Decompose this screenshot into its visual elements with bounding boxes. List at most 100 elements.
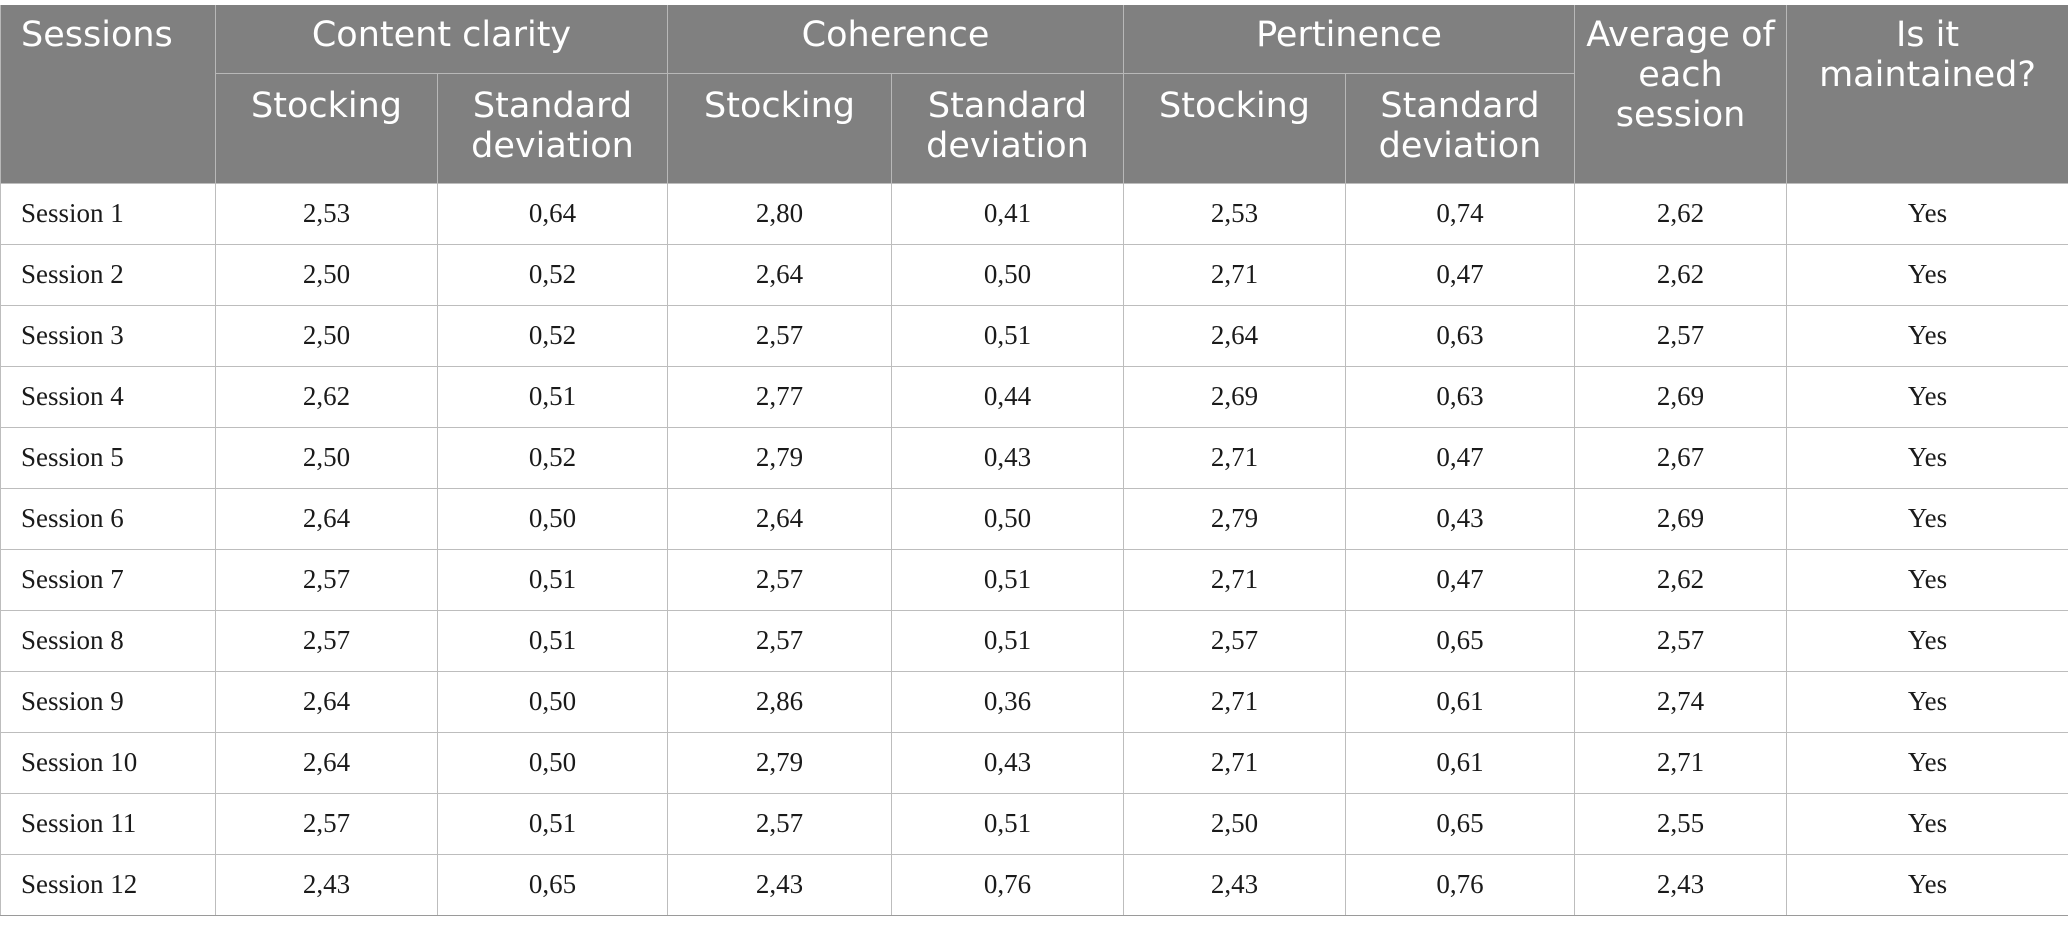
session-name: Session 11	[0, 792, 216, 855]
pertinence-stocking: 2,71	[1123, 670, 1347, 733]
header-pertinence: Pertinence	[1123, 5, 1576, 73]
header-row-top: Sessions Content clarity Coherence Perti…	[0, 5, 2068, 183]
session-name: Session 6	[0, 487, 216, 550]
session-name: Session 8	[0, 609, 216, 672]
coherence-stddev: 0,51	[891, 548, 1125, 611]
session-average: 2,69	[1574, 365, 1788, 428]
clarity-stocking: 2,43	[215, 853, 438, 916]
pertinence-stddev: 0,74	[1345, 182, 1576, 245]
table-row: Session 4 2,62 0,51 2,77 0,44 2,69 0,63 2,69 Yes	[0, 365, 2068, 428]
header-average: Average of each session	[1574, 5, 1788, 183]
clarity-stocking: 2,50	[215, 243, 438, 306]
coherence-stocking: 2,77	[667, 365, 893, 428]
coherence-stocking: 2,79	[667, 731, 893, 794]
coherence-stocking: 2,57	[667, 792, 893, 855]
session-average: 2,55	[1574, 792, 1788, 855]
clarity-stocking: 2,62	[215, 365, 438, 428]
clarity-stddev: 0,52	[436, 243, 669, 306]
coherence-stddev: 0,51	[891, 792, 1125, 855]
clarity-stddev: 0,50	[436, 731, 669, 794]
session-average: 2,67	[1574, 426, 1788, 489]
table-row: Session 9 2,64 0,50 2,86 0,36 2,71 0,61 2,74 Yes	[0, 670, 2068, 733]
session-name: Session 12	[0, 853, 216, 916]
session-average: 2,69	[1574, 487, 1788, 550]
session-average: 2,57	[1574, 304, 1788, 367]
clarity-stocking: 2,57	[215, 609, 438, 672]
header-stddev-pertinence: Standard deviation	[1345, 72, 1576, 183]
session-name: Session 10	[0, 731, 216, 794]
header-content-clarity: Content clarity	[214, 5, 669, 73]
maintained-value: Yes	[1786, 731, 2068, 794]
coherence-stddev: 0,51	[891, 609, 1125, 672]
session-average: 2,62	[1574, 548, 1788, 611]
clarity-stddev: 0,50	[436, 487, 669, 550]
clarity-stocking: 2,64	[215, 670, 438, 733]
coherence-stddev: 0,43	[891, 731, 1125, 794]
maintained-value: Yes	[1786, 548, 2068, 611]
pertinence-stocking: 2,64	[1123, 304, 1347, 367]
header-stocking-coherence: Stocking	[667, 72, 893, 183]
header-stocking-clarity: Stocking	[215, 72, 438, 183]
session-average: 2,62	[1574, 243, 1788, 306]
clarity-stocking: 2,57	[215, 792, 438, 855]
table-row: Session 5 2,50 0,52 2,79 0,43 2,71 0,47 2,67 Yes	[0, 426, 2068, 489]
header-sessions: Sessions	[0, 5, 216, 183]
session-average: 2,43	[1574, 853, 1788, 916]
pertinence-stddev: 0,65	[1345, 792, 1576, 855]
table-header: Sessions Content clarity Coherence Perti…	[0, 5, 2068, 183]
clarity-stocking: 2,50	[215, 304, 438, 367]
clarity-stddev: 0,50	[436, 670, 669, 733]
coherence-stocking: 2,80	[667, 182, 893, 245]
clarity-stocking: 2,64	[215, 731, 438, 794]
pertinence-stddev: 0,47	[1345, 243, 1576, 306]
maintained-value: Yes	[1786, 670, 2068, 733]
session-name: Session 7	[0, 548, 216, 611]
table-row: Session 1 2,53 0,64 2,80 0,41 2,53 0,74 2,62 Yes	[0, 182, 2068, 245]
maintained-value: Yes	[1786, 792, 2068, 855]
coherence-stocking: 2,86	[667, 670, 893, 733]
session-average: 2,74	[1574, 670, 1788, 733]
clarity-stddev: 0,65	[436, 853, 669, 916]
session-average: 2,62	[1574, 182, 1788, 245]
session-average: 2,57	[1574, 609, 1788, 672]
pertinence-stddev: 0,63	[1345, 304, 1576, 367]
clarity-stddev: 0,52	[436, 304, 669, 367]
maintained-value: Yes	[1786, 487, 2068, 550]
maintained-value: Yes	[1786, 853, 2068, 916]
clarity-stddev: 0,51	[436, 548, 669, 611]
clarity-stddev: 0,51	[436, 792, 669, 855]
pertinence-stddev: 0,47	[1345, 548, 1576, 611]
header-maintained: Is it maintained?	[1786, 5, 2068, 183]
pertinence-stocking: 2,50	[1123, 792, 1347, 855]
maintained-value: Yes	[1786, 182, 2068, 245]
coherence-stddev: 0,76	[891, 853, 1125, 916]
session-name: Session 4	[0, 365, 216, 428]
maintained-value: Yes	[1786, 609, 2068, 672]
session-name: Session 2	[0, 243, 216, 306]
table-row: Session 7 2,57 0,51 2,57 0,51 2,71 0,47 2,62 Yes	[0, 548, 2068, 611]
pertinence-stddev: 0,43	[1345, 487, 1576, 550]
coherence-stocking: 2,79	[667, 426, 893, 489]
sessions-table: Sessions Content clarity Coherence Perti…	[0, 5, 2068, 916]
coherence-stocking: 2,57	[667, 304, 893, 367]
coherence-stocking: 2,57	[667, 548, 893, 611]
coherence-stocking: 2,43	[667, 853, 893, 916]
coherence-stddev: 0,50	[891, 243, 1125, 306]
pertinence-stddev: 0,76	[1345, 853, 1576, 916]
table-body: Session 1 2,53 0,64 2,80 0,41 2,53 0,74 2,62 Yes…	[0, 182, 2068, 916]
coherence-stddev: 0,41	[891, 182, 1125, 245]
pertinence-stddev: 0,47	[1345, 426, 1576, 489]
table-row: Session 11 2,57 0,51 2,57 0,51 2,50 0,65 2,55 Ye…	[0, 792, 2068, 855]
pertinence-stddev: 0,61	[1345, 670, 1576, 733]
session-name: Session 5	[0, 426, 216, 489]
coherence-stddev: 0,44	[891, 365, 1125, 428]
table-row: Session 10 2,64 0,50 2,79 0,43 2,71 0,61 2,71 Ye…	[0, 731, 2068, 794]
pertinence-stocking: 2,71	[1123, 243, 1347, 306]
session-name: Session 3	[0, 304, 216, 367]
pertinence-stocking: 2,69	[1123, 365, 1347, 428]
pertinence-stddev: 0,61	[1345, 731, 1576, 794]
clarity-stddev: 0,51	[436, 365, 669, 428]
maintained-value: Yes	[1786, 243, 2068, 306]
session-name: Session 9	[0, 670, 216, 733]
coherence-stocking: 2,64	[667, 487, 893, 550]
